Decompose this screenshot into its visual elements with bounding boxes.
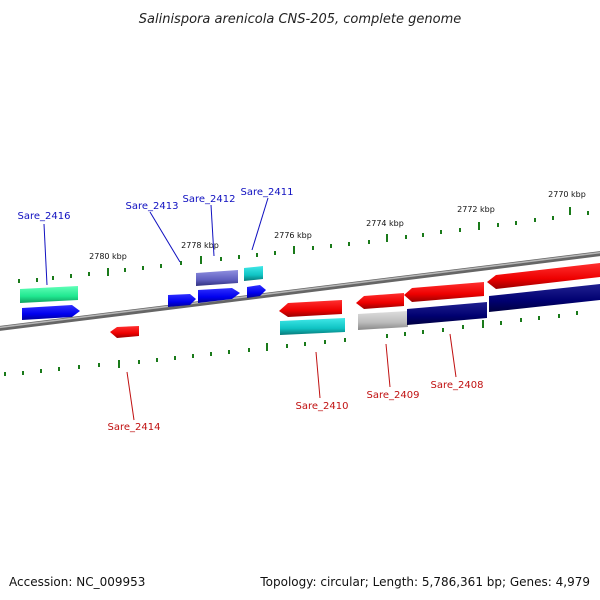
- scale-label-2770: 2770 kbp: [548, 190, 586, 199]
- map-title: Salinispora arenicola CNS-205, complete …: [139, 12, 461, 27]
- scale-label-2780: 2780 kbp: [89, 252, 127, 261]
- gene-label-sare-2410[interactable]: Sare_2410: [296, 401, 349, 412]
- gene-feature[interactable]: [356, 293, 404, 309]
- gene-label-sare-2413[interactable]: Sare_2413: [126, 201, 179, 212]
- scale-label-2776: 2776 kbp: [274, 231, 312, 240]
- gene-feature[interactable]: [244, 266, 263, 281]
- gene-label-sare-2416[interactable]: Sare_2416: [18, 211, 71, 222]
- reverse-strand-genes: [110, 263, 600, 338]
- gene-feature[interactable]: [198, 288, 240, 303]
- genome-backbone-highlight: [0, 251, 600, 329]
- gene-label-sare-2408[interactable]: Sare_2408: [431, 380, 484, 391]
- gene-feature[interactable]: [358, 311, 408, 330]
- forward-callouts: [43, 197, 269, 286]
- gene-feature[interactable]: [20, 286, 78, 303]
- reverse-callouts: [126, 333, 457, 421]
- gene-label-sare-2409[interactable]: Sare_2409: [367, 390, 420, 401]
- gene-feature[interactable]: [196, 270, 238, 286]
- outer-scale-ticks: [18, 207, 589, 283]
- gene-feature[interactable]: [22, 305, 80, 320]
- gene-feature[interactable]: [487, 263, 600, 289]
- scale-label-2774: 2774 kbp: [366, 219, 404, 228]
- gene-label-sare-2411[interactable]: Sare_2411: [241, 187, 294, 198]
- gene-feature[interactable]: [280, 318, 345, 335]
- gene-feature[interactable]: [168, 294, 196, 307]
- forward-strand-genes: [20, 266, 266, 320]
- gene-label-sare-2414[interactable]: Sare_2414: [108, 422, 161, 433]
- inner-scale-ticks: [4, 311, 578, 376]
- gene-feature[interactable]: [404, 282, 484, 302]
- gene-feature[interactable]: [407, 302, 487, 325]
- genome-summary-text: Topology: circular; Length: 5,786,361 bp…: [259, 575, 590, 589]
- gene-feature[interactable]: [279, 300, 342, 317]
- gene-feature[interactable]: [110, 326, 139, 338]
- gene-feature[interactable]: [489, 284, 600, 312]
- scale-label-2772: 2772 kbp: [457, 205, 495, 214]
- accession-text: Accession: NC_009953: [9, 575, 145, 589]
- gene-feature[interactable]: [247, 285, 266, 298]
- gene-label-sare-2412[interactable]: Sare_2412: [183, 194, 236, 205]
- scale-label-2778: 2778 kbp: [181, 241, 219, 250]
